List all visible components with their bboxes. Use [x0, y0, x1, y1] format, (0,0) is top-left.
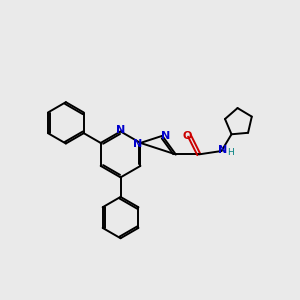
Text: N: N: [116, 125, 125, 135]
Text: H: H: [227, 148, 234, 157]
Text: N: N: [218, 145, 227, 154]
Text: O: O: [182, 131, 192, 141]
Text: N: N: [133, 140, 142, 149]
Text: N: N: [160, 131, 170, 141]
